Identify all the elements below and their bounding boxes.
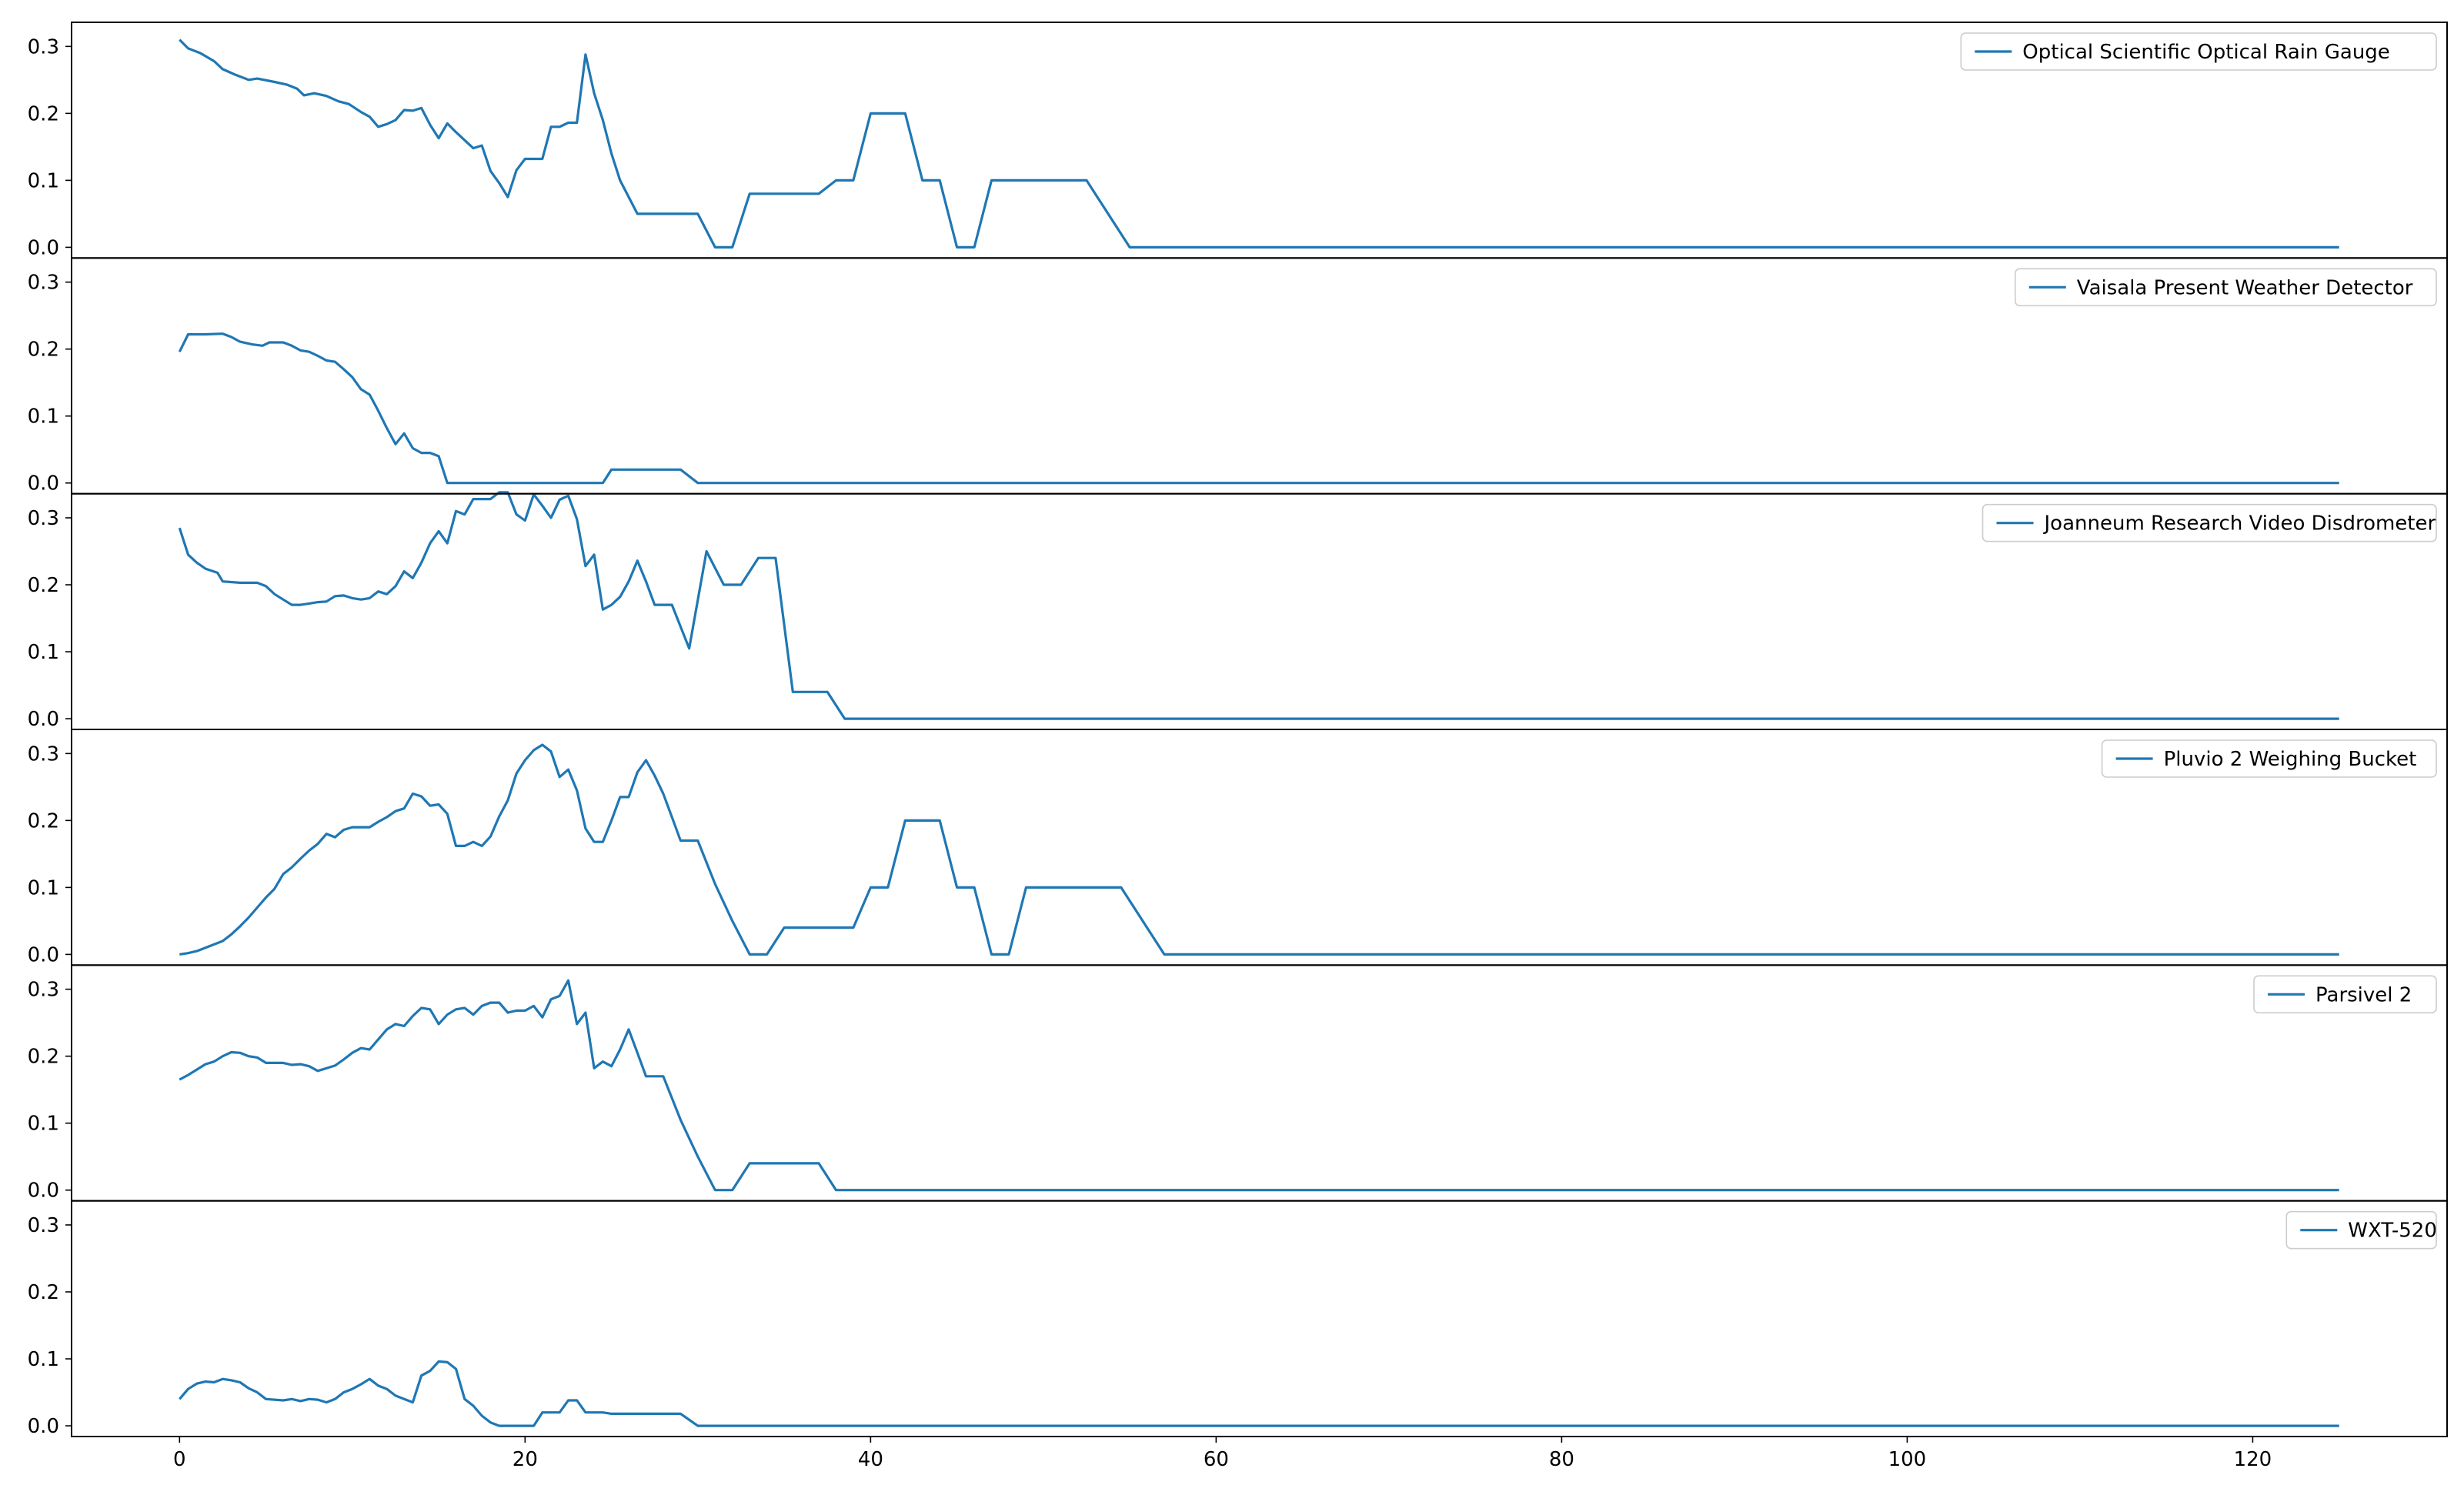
- x-tick-label: 0: [173, 1448, 186, 1471]
- legend-label: Optical Scientific Optical Rain Gauge: [2022, 41, 2390, 64]
- series-line: [179, 979, 2339, 1192]
- axes-frame: [71, 1200, 2448, 1437]
- legend-label: Pluvio 2 Weighing Bucket: [2164, 748, 2417, 771]
- legend-box: [2015, 268, 2437, 307]
- x-tick-label: 80: [1549, 1448, 1574, 1471]
- subplot-panel: 0.0 0.1 0.2 0.3 Vaisala Present Weather Dete…: [28, 257, 2448, 496]
- legend-box: [2101, 739, 2437, 778]
- y-tick-label: 0.3: [28, 742, 59, 766]
- legend-box: [2285, 1210, 2437, 1250]
- y-tick-label: 0.0: [28, 1415, 59, 1438]
- legend: Joanneum Research Video Disdrometer: [1982, 503, 2437, 542]
- legend-label: Vaisala Present Weather Detector: [2077, 276, 2413, 299]
- y-tick-label: 0.1: [28, 641, 59, 664]
- axes-frame: [71, 964, 2448, 1202]
- y-tick-label: 0.1: [28, 405, 59, 429]
- y-tick-label: 0.1: [28, 169, 59, 192]
- y-tick-label: 0.0: [28, 943, 59, 966]
- y-tick-label: 0.3: [28, 272, 59, 295]
- subplot-panel: 0.0 0.1 0.2 0.3 Joanneum Research Video Disd…: [28, 491, 2448, 731]
- subplot-panel: 0.0 0.1 0.2 0.3 Pluvio 2 Weighing Bucket: [28, 729, 2448, 966]
- legend-box: [1960, 32, 2437, 71]
- y-tick-label: 0.2: [28, 102, 59, 125]
- x-tick-label: 40: [858, 1448, 883, 1471]
- x-tick-label: 120: [2234, 1448, 2272, 1471]
- legend-label: Joanneum Research Video Disdrometer: [2043, 512, 2436, 536]
- series-line: [179, 743, 2339, 956]
- y-tick-label: 0.0: [28, 472, 59, 496]
- series-line: [179, 38, 2339, 249]
- y-tick-label: 0.2: [28, 809, 59, 833]
- y-tick-label: 0.0: [28, 1180, 59, 1203]
- axes-frame: [71, 729, 2448, 966]
- y-tick-label: 0.2: [28, 1281, 59, 1304]
- y-tick-label: 0.3: [28, 35, 59, 58]
- series-line: [179, 1360, 2339, 1427]
- subplot-panel: 0.0 0.1 0.2 0.3 WXT-520: [28, 1200, 2448, 1438]
- legend: Parsivel 2: [2253, 975, 2437, 1014]
- series-line: [178, 332, 2339, 485]
- series-line: [178, 491, 2339, 720]
- y-tick-label: 0.3: [28, 979, 59, 1002]
- legend: WXT-520: [2285, 1210, 2437, 1250]
- x-tick-label: 20: [512, 1448, 538, 1471]
- y-tick-label: 0.1: [28, 1348, 59, 1371]
- x-tick-label: 100: [1888, 1448, 1927, 1471]
- y-tick-label: 0.3: [28, 507, 59, 530]
- y-tick-label: 0.2: [28, 1046, 59, 1069]
- legend-box: [2253, 975, 2437, 1014]
- subplot-panel: 0.0 0.1 0.2 0.3 Parsivel 2: [28, 964, 2448, 1203]
- y-tick-label: 0.3: [28, 1214, 59, 1237]
- subplot-panel: 0.0 0.1 0.2 0.3 Optical Scientific Optical R…: [28, 22, 2448, 259]
- y-tick-label: 0.1: [28, 876, 59, 899]
- legend: Pluvio 2 Weighing Bucket: [2101, 739, 2437, 778]
- legend-box: [1982, 503, 2437, 542]
- y-tick-label: 0.2: [28, 574, 59, 597]
- x-tick-label: 60: [1204, 1448, 1229, 1471]
- y-tick-label: 0.1: [28, 1113, 59, 1136]
- legend: Optical Scientific Optical Rain Gauge: [1960, 32, 2437, 71]
- y-tick-label: 0.2: [28, 339, 59, 362]
- legend-label: WXT-520: [2348, 1220, 2437, 1243]
- legend: Vaisala Present Weather Detector: [2015, 268, 2437, 307]
- y-tick-label: 0.0: [28, 708, 59, 731]
- y-tick-label: 0.0: [28, 236, 59, 259]
- legend-label: Parsivel 2: [2315, 983, 2412, 1006]
